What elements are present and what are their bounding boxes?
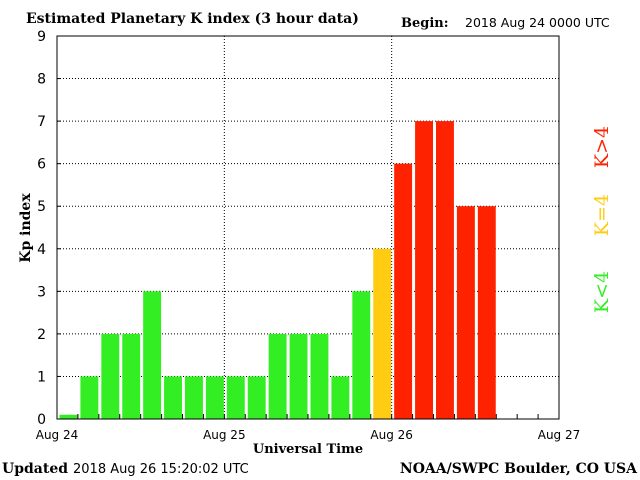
- kp-bar-20: [477, 206, 496, 419]
- kp-bar-0: [59, 414, 78, 419]
- y-tick-labels: 0 1 2 3 4 5 6 7 8 9: [37, 29, 61, 428]
- grid-lines: [57, 36, 559, 419]
- kp-bar-9: [247, 376, 266, 419]
- updated-value: 2018 Aug 26 15:20:02 UTC: [73, 462, 249, 477]
- kp-bar-6: [185, 376, 203, 419]
- kp-bar-19: [456, 206, 475, 419]
- updated-label: Updated: [2, 461, 68, 477]
- legend-k-less-4: K<4: [591, 271, 613, 313]
- kp-bar-2: [101, 333, 120, 419]
- begin-label: Begin:: [401, 16, 449, 31]
- x-tick-label-2: Aug 26: [370, 428, 413, 442]
- source-credit: NOAA/SWPC Boulder, CO USA: [400, 461, 638, 477]
- x-tick-label-0: Aug 24: [36, 428, 79, 442]
- y-tick-label-6: 6: [37, 157, 46, 173]
- y-tick-label-4: 4: [37, 242, 46, 258]
- y-tick-label-1: 1: [37, 369, 46, 385]
- y-tick-label-5: 5: [37, 199, 46, 215]
- x-tick-label-1: Aug 25: [203, 428, 246, 442]
- kp-bar-5: [164, 376, 182, 419]
- legend-k-equal-4: K=4: [591, 194, 613, 236]
- kp-bar-1: [80, 376, 99, 419]
- kp-bar-17: [415, 121, 433, 419]
- x-tick-label-3: Aug 27: [538, 428, 581, 442]
- y-axis-label: Kp index: [18, 193, 34, 263]
- y-tick-label-0: 0: [37, 412, 46, 428]
- y-tick-label-8: 8: [37, 72, 46, 88]
- begin-value: 2018 Aug 24 0000 UTC: [465, 15, 610, 30]
- y-tick-label-7: 7: [37, 114, 46, 130]
- chart-title: Estimated Planetary K index (3 hour data…: [26, 11, 359, 27]
- x-tick-labels: Aug 24 Aug 25 Aug 26 Aug 27: [36, 414, 581, 442]
- kp-bar-12: [310, 333, 329, 419]
- kp-bar-4: [143, 291, 162, 419]
- y-tick-label-3: 3: [37, 284, 46, 300]
- kp-bar-14: [352, 291, 371, 419]
- kp-bar-16: [394, 163, 413, 419]
- kp-bar-7: [205, 376, 224, 419]
- bars-group: [59, 121, 496, 419]
- kp-bar-11: [289, 333, 308, 419]
- x-axis-label: Universal Time: [253, 442, 363, 457]
- y-tick-label-2: 2: [37, 327, 46, 343]
- kp-bar-13: [331, 376, 350, 419]
- legend-k-greater-4: K>4: [591, 126, 613, 168]
- y-tick-label-9: 9: [37, 29, 46, 45]
- kp-bar-3: [122, 333, 141, 419]
- kp-bar-15: [373, 248, 392, 419]
- kp-bar-10: [268, 333, 287, 419]
- kp-bar-8: [226, 376, 245, 419]
- kp-bar-18: [436, 121, 454, 419]
